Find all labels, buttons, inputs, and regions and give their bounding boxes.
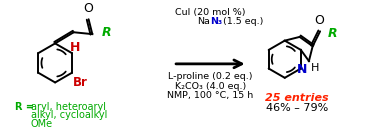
Text: O: O xyxy=(84,2,93,15)
Text: aryl, heteroaryl: aryl, heteroaryl xyxy=(31,102,106,112)
Text: H: H xyxy=(70,41,80,54)
Text: (1.5 eq.): (1.5 eq.) xyxy=(220,17,263,26)
Text: CuI (20 mol %): CuI (20 mol %) xyxy=(175,8,246,17)
Text: OMe: OMe xyxy=(31,119,53,129)
Text: N₃: N₃ xyxy=(211,17,223,26)
Text: NMP, 100 °C, 15 h: NMP, 100 °C, 15 h xyxy=(167,91,254,100)
Text: R =: R = xyxy=(15,102,34,112)
Text: L-proline (0.2 eq.): L-proline (0.2 eq.) xyxy=(168,72,253,81)
Text: K₂CO₃ (4.0 eq.): K₂CO₃ (4.0 eq.) xyxy=(175,82,246,90)
Text: 46% – 79%: 46% – 79% xyxy=(266,103,328,113)
Text: H: H xyxy=(311,63,319,73)
Text: R: R xyxy=(102,26,111,39)
Text: Br: Br xyxy=(73,76,88,89)
Text: Na: Na xyxy=(198,17,211,26)
Text: alkyl, cycloalkyl: alkyl, cycloalkyl xyxy=(31,110,107,120)
Text: R: R xyxy=(327,27,337,40)
Text: 25 entries: 25 entries xyxy=(265,93,328,103)
Text: N: N xyxy=(297,63,307,76)
Text: O: O xyxy=(314,14,324,27)
